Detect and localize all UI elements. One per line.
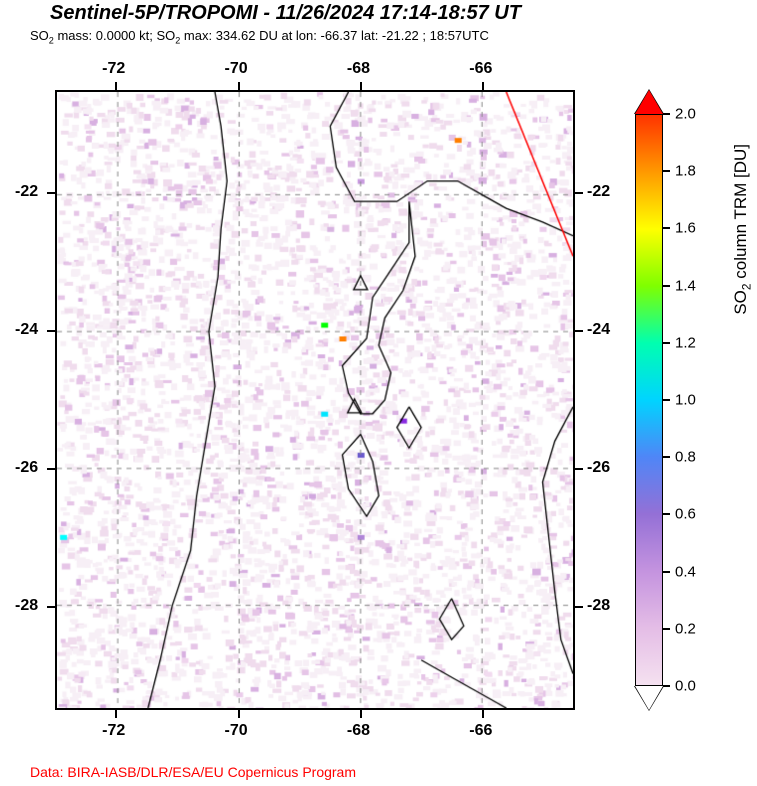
colorbar-tick [663, 628, 670, 630]
plot-title: Sentinel-5P/TROPOMI - 11/26/2024 17:14-1… [50, 2, 521, 25]
lon-tick-label: -72 [102, 60, 125, 78]
colorbar-tick [663, 399, 670, 401]
lon-tick-label: -70 [225, 60, 248, 78]
map-frame [55, 90, 575, 710]
lat-tick-label: -24 [587, 321, 610, 339]
lon-tick-label: -66 [469, 60, 492, 78]
colorbar-tick-label: 0.6 [675, 506, 696, 523]
lon-tick-label: -68 [347, 60, 370, 78]
colorbar-over-triangle [635, 90, 663, 114]
lat-tick-label: -22 [587, 183, 610, 201]
lat-tick-label: -28 [15, 597, 38, 615]
colorbar-tick-label: 0.0 [675, 678, 696, 695]
colorbar-tick-label: 2.0 [675, 106, 696, 123]
colorbar-tick [663, 685, 670, 687]
colorbar-tick-label: 0.8 [675, 449, 696, 466]
colorbar: 0.00.20.40.60.81.01.21.41.61.82.0 SO2 co… [635, 90, 745, 710]
colorbar-tick-label: 1.2 [675, 334, 696, 351]
lat-tick-label: -22 [15, 183, 38, 201]
colorbar-tick [663, 113, 670, 115]
colorbar-tick [663, 285, 670, 287]
colorbar-tick [663, 170, 670, 172]
lon-tick-label: -68 [347, 722, 370, 740]
colorbar-tick [663, 513, 670, 515]
colorbar-tick-label: 1.8 [675, 163, 696, 180]
data-credit: Data: BIRA-IASB/DLR/ESA/EU Copernicus Pr… [30, 764, 356, 780]
colorbar-tick [663, 342, 670, 344]
colorbar-tick-label: 1.0 [675, 392, 696, 409]
colorbar-tick-label: 0.2 [675, 620, 696, 637]
plot-subtitle: SO2 mass: 0.0000 kt; SO2 max: 334.62 DU … [30, 28, 489, 46]
colorbar-tick-label: 1.6 [675, 220, 696, 237]
lon-tick-label: -70 [225, 722, 248, 740]
map-canvas [57, 92, 573, 708]
colorbar-gradient [635, 114, 663, 686]
colorbar-title: SO2 column TRM [DU] [731, 144, 753, 315]
lat-tick-label: -26 [15, 459, 38, 477]
lon-tick-label: -66 [469, 722, 492, 740]
lat-tick-label: -28 [587, 597, 610, 615]
colorbar-tick-label: 0.4 [675, 563, 696, 580]
lat-tick-label: -24 [15, 321, 38, 339]
colorbar-tick [663, 456, 670, 458]
lat-tick-label: -26 [587, 459, 610, 477]
colorbar-tick [663, 571, 670, 573]
colorbar-tick [663, 227, 670, 229]
colorbar-under-triangle [635, 686, 663, 710]
lon-tick-label: -72 [102, 722, 125, 740]
colorbar-tick-label: 1.4 [675, 277, 696, 294]
